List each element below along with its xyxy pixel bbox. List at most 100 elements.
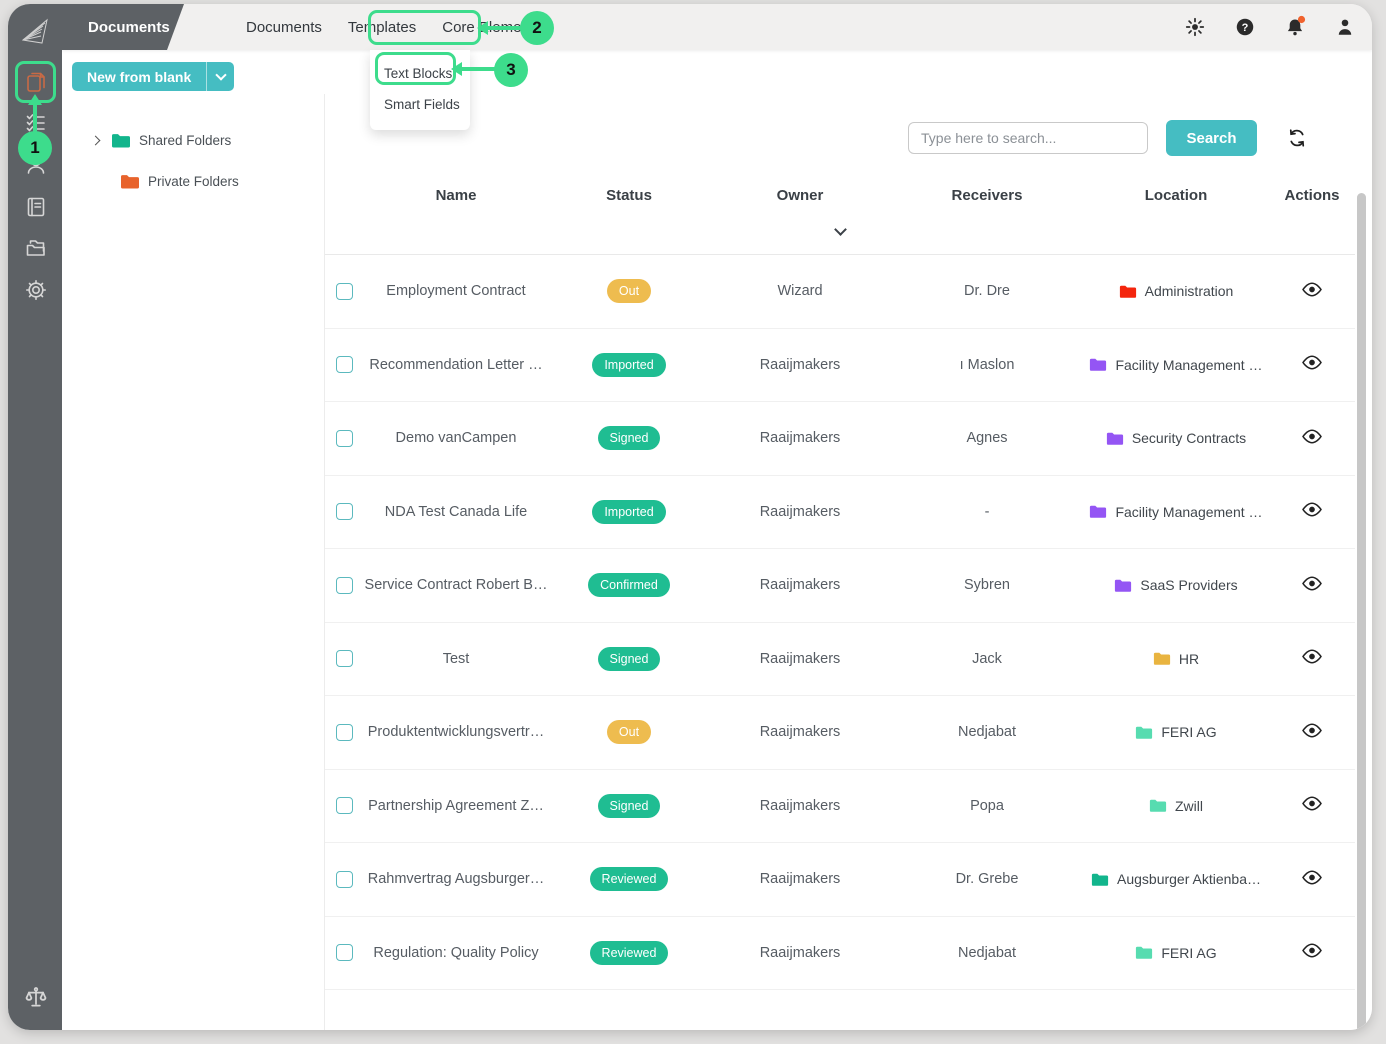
owner-name: Raaijmakers <box>759 430 841 447</box>
legal-scale-icon[interactable] <box>22 984 49 1011</box>
view-icon[interactable] <box>1301 502 1323 517</box>
table-row[interactable]: Partnership Agreement Z… Signed Raaijmak… <box>325 770 1355 843</box>
nav-item-core-elements[interactable]: Core Elements <box>442 18 542 36</box>
tree-item-label: Shared Folders <box>139 133 232 148</box>
location-cell: Security Contracts <box>1083 430 1269 446</box>
status-cell: Imported <box>549 352 709 377</box>
location-name: Security Contracts <box>1131 430 1247 447</box>
location-cell: FERI AG <box>1083 724 1269 740</box>
search-input[interactable] <box>908 122 1148 154</box>
view-icon[interactable] <box>1301 576 1323 591</box>
row-checkbox-cell <box>325 870 363 888</box>
status-badge: Out <box>606 279 652 304</box>
table-row[interactable]: Rahmvertrag Augsburger… Reviewed Raaijma… <box>325 843 1355 917</box>
view-icon[interactable] <box>1301 355 1323 370</box>
table-row[interactable]: Service Contract Robert B… Confirmed Raa… <box>325 549 1355 623</box>
new-from-blank-label[interactable]: New from blank <box>72 62 207 91</box>
table-row[interactable]: Employment Contract Out Wizard Dr. Dre A… <box>325 255 1355 329</box>
actions-cell <box>1269 576 1355 595</box>
status-badge: Out <box>606 720 652 745</box>
new-from-blank-button[interactable]: New from blank <box>72 62 235 91</box>
row-checkbox-cell <box>325 797 363 815</box>
core-elements-dropdown: Text Blocks Smart Fields <box>370 50 470 130</box>
documents-icon[interactable] <box>22 68 49 95</box>
folders-icon[interactable] <box>22 234 49 261</box>
row-checkbox[interactable] <box>335 650 353 668</box>
location-name: SaaS Providers <box>1140 577 1238 594</box>
receiver-name: Popa <box>970 797 1004 814</box>
table-row[interactable]: Demo vanCampen Signed Raaijmakers Agnes … <box>325 402 1355 476</box>
view-icon[interactable] <box>1301 723 1323 738</box>
table-row[interactable]: Produktentwicklungsvertr… Out Raaijmaker… <box>325 696 1355 770</box>
receiver-name: Dr. Grebe <box>955 871 1019 888</box>
location-name: Administration <box>1144 283 1234 300</box>
app-logo <box>21 18 48 44</box>
row-checkbox[interactable] <box>335 870 353 888</box>
active-module-tab[interactable]: Documents <box>62 4 184 50</box>
owner-name: Raaijmakers <box>759 871 841 888</box>
table-row[interactable]: Regulation: Quality Policy Reviewed Raai… <box>325 917 1355 990</box>
actions-cell <box>1269 796 1355 815</box>
account-icon[interactable] <box>1332 14 1358 40</box>
folder-icon <box>1149 798 1167 813</box>
dropdown-item-text-blocks[interactable]: Text Blocks <box>384 66 453 81</box>
tree-item-private-folders[interactable]: Private Folders <box>120 173 239 190</box>
vertical-scrollbar[interactable] <box>1357 193 1366 1030</box>
view-icon[interactable] <box>1301 282 1323 297</box>
chevron-right-icon[interactable] <box>90 135 101 146</box>
actions-cell <box>1269 870 1355 889</box>
folder-icon <box>1135 945 1153 960</box>
table-row[interactable]: Test Signed Raaijmakers Jack HR <box>325 623 1355 696</box>
new-from-blank-caret[interactable] <box>206 62 235 91</box>
row-checkbox[interactable] <box>335 429 353 447</box>
search-row: Search <box>908 120 1309 156</box>
column-header-receivers: Receivers <box>951 186 1023 204</box>
view-icon[interactable] <box>1301 429 1323 444</box>
row-checkbox[interactable] <box>335 503 353 521</box>
nav-item-documents[interactable]: Documents <box>246 18 322 36</box>
row-checkbox[interactable] <box>335 356 353 374</box>
location-cell: SaaS Providers <box>1083 577 1269 593</box>
library-icon[interactable] <box>22 193 49 220</box>
location-cell: HR <box>1083 651 1269 667</box>
theme-icon[interactable] <box>1182 14 1208 40</box>
column-header-status: Status <box>606 186 652 204</box>
view-icon[interactable] <box>1301 649 1323 664</box>
owner-name: Raaijmakers <box>759 724 841 741</box>
help-icon[interactable]: ? <box>1232 14 1258 40</box>
search-button[interactable]: Search <box>1166 120 1257 156</box>
view-icon[interactable] <box>1301 796 1323 811</box>
folder-icon <box>120 173 140 190</box>
dropdown-item-smart-fields[interactable]: Smart Fields <box>384 97 460 112</box>
location-cell: Augsburger Aktienba… <box>1083 871 1269 887</box>
document-name: Employment Contract <box>386 283 526 300</box>
row-checkbox[interactable] <box>335 797 353 815</box>
checklist-icon[interactable] <box>22 109 49 136</box>
view-icon[interactable] <box>1301 870 1323 885</box>
row-checkbox[interactable] <box>335 576 353 594</box>
top-bar: Documents Documents Templates Core Eleme… <box>62 4 1372 50</box>
contacts-icon[interactable] <box>22 151 49 178</box>
refresh-icon[interactable] <box>1285 126 1309 150</box>
tree-item-shared-folders[interactable]: Shared Folders <box>90 132 232 149</box>
settings-icon[interactable] <box>22 276 49 303</box>
row-checkbox[interactable] <box>335 282 353 300</box>
view-icon[interactable] <box>1301 943 1323 958</box>
row-checkbox-cell <box>325 650 363 668</box>
table-row[interactable]: Recommendation Letter … Imported Raaijma… <box>325 329 1355 402</box>
location-cell: Facility Management … <box>1083 504 1269 520</box>
receiver-name: - <box>984 503 990 520</box>
notifications-icon[interactable] <box>1282 14 1308 40</box>
row-checkbox[interactable] <box>335 944 353 962</box>
folder-tree: Shared Folders Private Folders <box>62 94 325 1030</box>
table-row[interactable]: NDA Test Canada Life Imported Raaijmaker… <box>325 476 1355 549</box>
owner-name: Raaijmakers <box>759 944 841 961</box>
filter-expander[interactable] <box>325 210 1355 255</box>
nav-item-templates[interactable]: Templates <box>347 18 417 36</box>
location-name: Zwill <box>1175 797 1203 814</box>
owner-name: Raaijmakers <box>759 356 841 373</box>
location-name: FERI AG <box>1161 724 1217 741</box>
toolbar: New from blank <box>62 50 1372 94</box>
row-checkbox[interactable] <box>335 723 353 741</box>
notification-dot <box>1297 15 1306 24</box>
